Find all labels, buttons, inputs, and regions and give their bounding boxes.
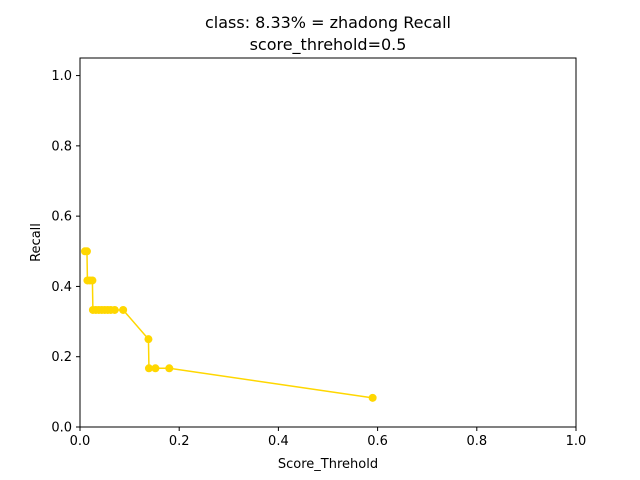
y-tick-label: 1.0 (51, 69, 72, 84)
chart-title: class: 8.33% = zhadong Recall (205, 13, 451, 32)
x-tick-label: 0.0 (70, 434, 91, 449)
plot-area (80, 247, 377, 402)
plot-frame (79, 57, 577, 428)
x-tick-label: 0.4 (268, 434, 289, 449)
x-tick-label: 1.0 (566, 434, 587, 449)
data-point (151, 364, 160, 373)
data-point (144, 364, 153, 373)
data-point (88, 276, 97, 285)
y-tick-label: 0.8 (51, 139, 72, 154)
series-line (84, 250, 373, 399)
chart-subtitle: score_threhold=0.5 (250, 35, 407, 55)
y-axis: 0.0 0.2 0.4 0.6 0.8 1.0 (51, 69, 80, 436)
y-tick-label: 0.2 (51, 350, 72, 365)
data-point (119, 305, 128, 314)
data-point (144, 335, 153, 344)
data-point (82, 247, 91, 256)
x-tick-label: 0.8 (466, 434, 487, 449)
x-tick-label: 0.2 (169, 434, 190, 449)
y-tick-label: 0.6 (51, 210, 72, 225)
x-axis: 0.0 0.2 0.4 0.6 0.8 1.0 (70, 427, 587, 449)
data-point (165, 364, 174, 373)
x-axis-label: Score_Threhold (278, 457, 378, 472)
x-tick-label: 0.6 (367, 434, 388, 449)
data-point (368, 393, 377, 402)
y-tick-label: 0.0 (51, 421, 72, 436)
y-tick-label: 0.4 (51, 280, 72, 295)
y-axis-label: Recall (29, 223, 44, 262)
data-point (110, 305, 119, 314)
